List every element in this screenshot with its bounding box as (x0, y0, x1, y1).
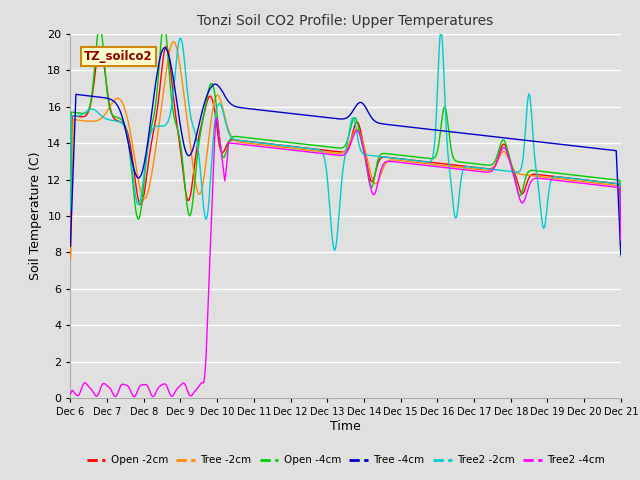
Title: Tonzi Soil CO2 Profile: Upper Temperatures: Tonzi Soil CO2 Profile: Upper Temperatur… (198, 14, 493, 28)
Text: TZ_soilco2: TZ_soilco2 (84, 50, 153, 63)
Legend: Open -2cm, Tree -2cm, Open -4cm, Tree -4cm, Tree2 -2cm, Tree2 -4cm: Open -2cm, Tree -2cm, Open -4cm, Tree -4… (83, 451, 609, 469)
Y-axis label: Soil Temperature (C): Soil Temperature (C) (29, 152, 42, 280)
X-axis label: Time: Time (330, 420, 361, 433)
